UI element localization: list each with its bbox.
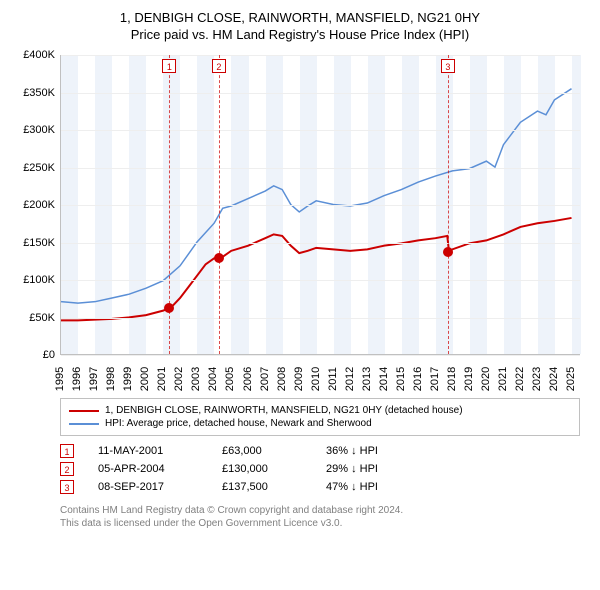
event-table: 1 11-MAY-2001 £63,000 36% ↓ HPI 2 05-APR-2004… [60, 444, 580, 494]
x-axis-label: 2013 [361, 367, 373, 391]
y-axis-label: £50K [10, 312, 55, 324]
x-axis-label: 2016 [412, 367, 424, 391]
x-axis-label: 2014 [378, 367, 390, 391]
legend: 1, DENBIGH CLOSE, RAINWORTH, MANSFIELD, … [60, 398, 580, 436]
footer-line1: Contains HM Land Registry data © Crown c… [60, 504, 580, 517]
plot-area: 1 2 3 [60, 55, 580, 355]
chart-title: 1, DENBIGH CLOSE, RAINWORTH, MANSFIELD, … [10, 10, 590, 42]
y-axis-label: £350K [10, 87, 55, 99]
legend-label: HPI: Average price, detached house, Newa… [105, 418, 372, 429]
legend-item: 1, DENBIGH CLOSE, RAINWORTH, MANSFIELD, … [69, 405, 571, 416]
x-axis-label: 2025 [565, 367, 577, 391]
event-price: £130,000 [222, 463, 302, 475]
marker-dot [214, 253, 224, 263]
x-axis-label: 2020 [480, 367, 492, 391]
event-date: 08-SEP-2017 [98, 481, 198, 493]
gridline-h [61, 280, 580, 281]
x-axis-label: 2007 [259, 367, 271, 391]
gridline-h [61, 168, 580, 169]
x-axis-label: 1998 [105, 367, 117, 391]
event-price: £63,000 [222, 445, 302, 457]
x-axis-label: 1997 [88, 367, 100, 391]
x-axis-label: 2002 [173, 367, 185, 391]
marker-dot [443, 247, 453, 257]
y-axis-label: £400K [10, 49, 55, 61]
x-axis-label: 2019 [463, 367, 475, 391]
x-axis-label: 2022 [514, 367, 526, 391]
event-number-box: 3 [60, 480, 74, 494]
series-line [61, 89, 572, 303]
legend-swatch [69, 410, 99, 412]
legend-item: HPI: Average price, detached house, Newa… [69, 418, 571, 429]
x-axis-label: 2015 [395, 367, 407, 391]
y-axis-label: £100K [10, 274, 55, 286]
event-number-box: 2 [60, 462, 74, 476]
title-line1: 1, DENBIGH CLOSE, RAINWORTH, MANSFIELD, … [10, 10, 590, 25]
gridline-h [61, 355, 580, 356]
x-axis-label: 2005 [224, 367, 236, 391]
gridline-h [61, 243, 580, 244]
gridline-h [61, 93, 580, 94]
event-pct: 47% ↓ HPI [326, 481, 416, 493]
gridline-h [61, 130, 580, 131]
event-row: 1 11-MAY-2001 £63,000 36% ↓ HPI [60, 444, 580, 458]
x-axis-label: 1995 [54, 367, 66, 391]
marker-line [219, 55, 220, 354]
y-axis-label: £0 [10, 349, 55, 361]
event-row: 2 05-APR-2004 £130,000 29% ↓ HPI [60, 462, 580, 476]
x-axis-label: 2008 [276, 367, 288, 391]
x-axis-label: 2024 [548, 367, 560, 391]
event-number-box: 1 [60, 444, 74, 458]
x-axis-label: 2001 [156, 367, 168, 391]
event-price: £137,500 [222, 481, 302, 493]
y-axis-label: £300K [10, 124, 55, 136]
legend-label: 1, DENBIGH CLOSE, RAINWORTH, MANSFIELD, … [105, 405, 463, 416]
y-axis-label: £250K [10, 162, 55, 174]
gridline-h [61, 205, 580, 206]
x-axis-label: 2011 [327, 367, 339, 391]
event-date: 11-MAY-2001 [98, 445, 198, 457]
event-pct: 36% ↓ HPI [326, 445, 416, 457]
footer-line2: This data is licensed under the Open Gov… [60, 517, 580, 530]
x-axis-label: 2006 [242, 367, 254, 391]
marker-number-box: 3 [441, 59, 455, 73]
x-axis-label: 2003 [190, 367, 202, 391]
marker-line [448, 55, 449, 354]
event-pct: 29% ↓ HPI [326, 463, 416, 475]
y-axis-label: £200K [10, 199, 55, 211]
legend-swatch [69, 423, 99, 425]
event-row: 3 08-SEP-2017 £137,500 47% ↓ HPI [60, 480, 580, 494]
x-axis-label: 2010 [310, 367, 322, 391]
x-axis-label: 1999 [122, 367, 134, 391]
title-line2: Price paid vs. HM Land Registry's House … [10, 27, 590, 42]
marker-number-box: 1 [162, 59, 176, 73]
series-line [61, 218, 572, 320]
y-axis-label: £150K [10, 237, 55, 249]
x-axis-label: 2023 [531, 367, 543, 391]
x-axis-label: 2009 [293, 367, 305, 391]
x-axis-label: 2004 [207, 367, 219, 391]
footer-attribution: Contains HM Land Registry data © Crown c… [60, 504, 580, 530]
gridline-h [61, 318, 580, 319]
event-date: 05-APR-2004 [98, 463, 198, 475]
marker-number-box: 2 [212, 59, 226, 73]
x-axis-label: 2018 [446, 367, 458, 391]
x-axis-label: 1996 [71, 367, 83, 391]
x-axis-label: 2017 [429, 367, 441, 391]
chart-container: 1 2 3 £0 £50K £100K £150K £200K £250K £300K £350K… [10, 50, 590, 390]
x-axis-label: 2012 [344, 367, 356, 391]
x-axis-label: 2000 [139, 367, 151, 391]
marker-dot [164, 303, 174, 313]
x-axis-label: 2021 [497, 367, 509, 391]
gridline-h [61, 55, 580, 56]
